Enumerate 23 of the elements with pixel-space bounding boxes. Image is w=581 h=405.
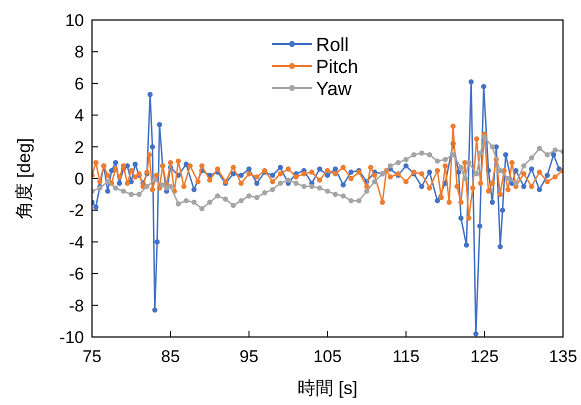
x-tick-label: 75 — [82, 347, 102, 366]
y-tick-label: -8 — [68, 296, 84, 316]
legend-label: Roll — [316, 35, 349, 56]
y-tick-label: 6 — [74, 74, 84, 94]
legend-label: Yaw — [316, 79, 352, 100]
y-tick-label: -10 — [59, 328, 84, 347]
x-tick-label: 135 — [548, 347, 578, 366]
y-axis-title: 角度 [deg] — [14, 138, 34, 220]
y-tick-label: 8 — [74, 42, 84, 62]
y-tick-label: -4 — [68, 232, 84, 252]
y-tick-label: -2 — [68, 201, 84, 220]
y-tick-label: 0 — [74, 170, 84, 188]
x-tick-label: 95 — [240, 347, 258, 366]
x-tick-label: 125 — [470, 347, 499, 366]
legend-label: Pitch — [316, 57, 358, 78]
y-tick-label: 4 — [74, 106, 84, 126]
y-tick-label: -6 — [68, 264, 84, 284]
y-tick-label: 2 — [74, 138, 84, 157]
y-tick-label: 10 — [65, 11, 84, 30]
x-tick-label: 105 — [313, 347, 342, 366]
x-tick-label: 85 — [161, 347, 180, 366]
x-tick-label: 115 — [392, 347, 420, 366]
x-axis-title: 時間 [s] — [297, 378, 358, 398]
